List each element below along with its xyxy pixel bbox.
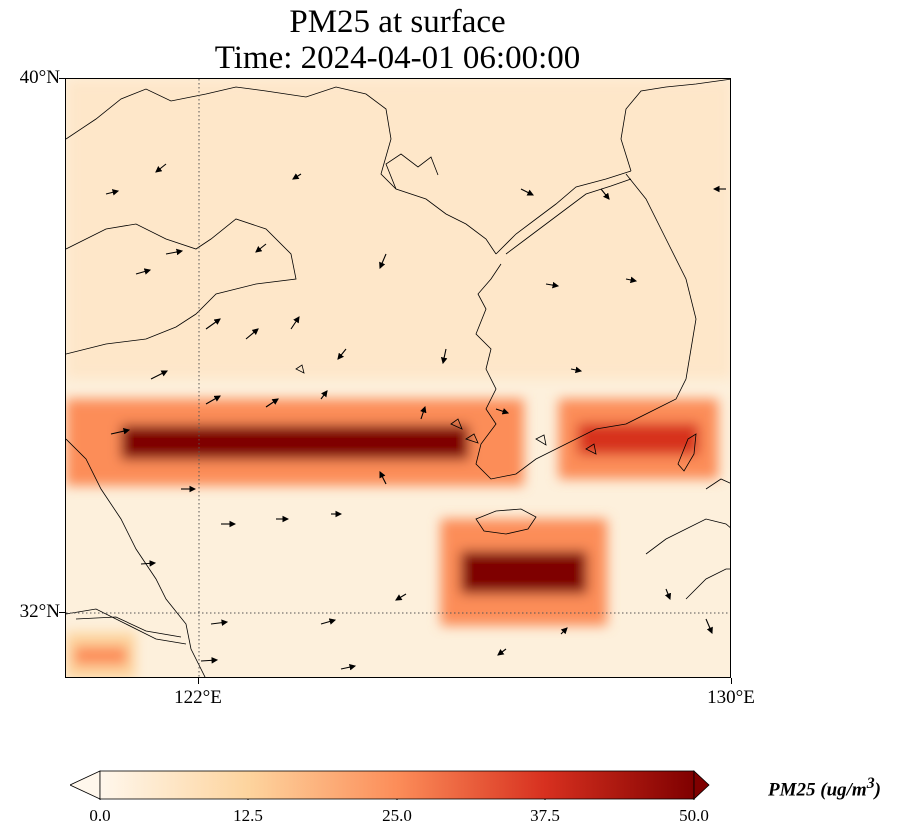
- lon-tick-130: [731, 678, 732, 684]
- map-subtitle-time: Time: 2024-04-01 06:00:00: [214, 40, 581, 76]
- plume-core: [460, 551, 588, 594]
- wind-arrow: [420, 405, 427, 420]
- map-panel: [65, 78, 731, 678]
- wind-arrow: [140, 560, 157, 567]
- colorbar-gradient: [99, 770, 695, 800]
- wind-arrow: [570, 366, 583, 374]
- haze-band: [66, 79, 730, 379]
- lon-label-130: 130°E: [707, 687, 755, 708]
- wind-arrow: [625, 276, 638, 284]
- wind-arrow: [520, 188, 534, 196]
- colorbar-title-main: PM25 (ug/m: [768, 779, 867, 801]
- gridlines: [66, 79, 730, 677]
- colorbar-title: PM25 (ug/m3): [768, 775, 881, 801]
- wind-arrow: [135, 268, 152, 275]
- colorbar: [69, 770, 710, 803]
- plume-core: [577, 423, 699, 455]
- colorbar-tick-1: 12.5: [233, 806, 263, 825]
- wind-arrow: [110, 427, 131, 435]
- wind-arrow: [155, 163, 167, 173]
- wind-arrow: [255, 243, 267, 253]
- lat-label-32: 32°N: [19, 601, 60, 622]
- wind-arrow: [664, 588, 672, 601]
- wind-arrow: [320, 618, 337, 625]
- lon-tick-122: [198, 678, 199, 684]
- wind-vectors: [105, 163, 726, 671]
- wind-arrow: [395, 593, 407, 601]
- lat-tick-40: [59, 78, 65, 79]
- wind-arrow: [320, 390, 328, 400]
- wind-arrow: [200, 657, 219, 664]
- wind-arrow: [340, 663, 357, 671]
- wind-arrow: [379, 253, 387, 270]
- wind-arrow: [545, 281, 560, 289]
- colorbar-extend-min: [69, 770, 101, 800]
- wind-arrow: [440, 348, 448, 365]
- colorbar-tick-2: 25.0: [382, 806, 412, 825]
- pm25-field: [66, 79, 730, 677]
- lon-label-122: 122°E: [174, 687, 222, 708]
- wind-arrow: [245, 328, 259, 340]
- wind-arrow: [205, 318, 221, 330]
- coastlines: [66, 79, 730, 677]
- colorbar-tick-0: 0.0: [89, 806, 111, 825]
- colorbar-tick-4: 50.0: [679, 806, 709, 825]
- wind-arrow: [337, 348, 347, 360]
- colorbar-title-sup: 3: [866, 775, 875, 792]
- plume-core: [74, 646, 128, 665]
- wind-arrow: [495, 408, 510, 415]
- wind-arrow: [705, 618, 713, 635]
- wind-arrow: [210, 619, 229, 626]
- plume-core: [120, 425, 469, 460]
- wind-arrow: [265, 398, 279, 408]
- wind-arrow: [292, 173, 302, 180]
- wind-arrow: [497, 648, 507, 656]
- lat-tick-32: [59, 612, 65, 613]
- wind-arrow: [150, 370, 168, 380]
- wind-arrow: [379, 471, 387, 485]
- wind-arrow: [165, 248, 184, 256]
- map-canvas: [66, 79, 730, 677]
- map-title: PM25 at surface: [289, 4, 506, 40]
- wind-arrow: [290, 316, 300, 330]
- lat-label-40: 40°N: [19, 67, 60, 88]
- colorbar-extend-max: [693, 770, 710, 800]
- wind-arrow: [205, 395, 221, 405]
- wind-arrow: [560, 627, 568, 635]
- wind-arrow: [600, 188, 610, 200]
- colorbar-tick-3: 37.5: [530, 806, 560, 825]
- colorbar-title-close: ): [874, 779, 881, 801]
- wind-arrow: [105, 189, 120, 196]
